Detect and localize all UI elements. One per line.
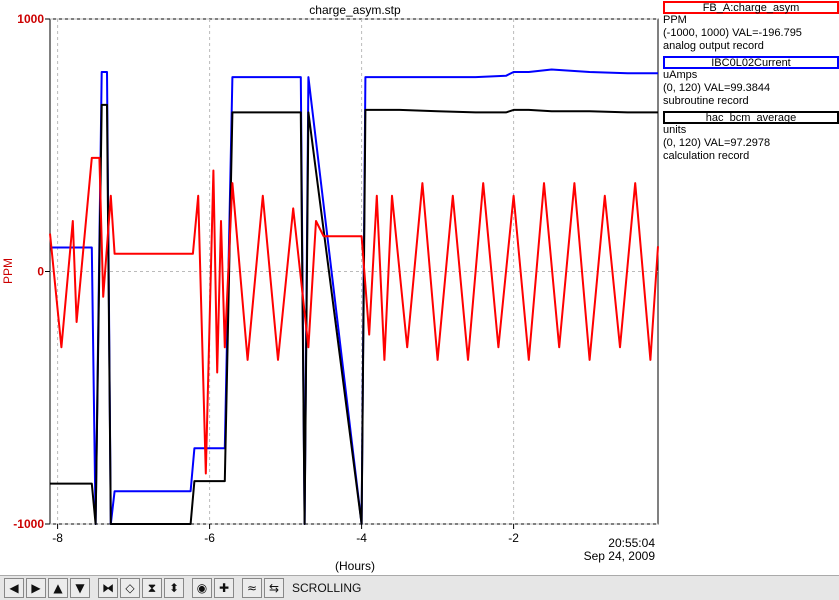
x-tick-label: -8 (52, 531, 63, 545)
pan-down-button[interactable]: ▼ (70, 578, 90, 598)
grid (50, 18, 658, 525)
zoom-out-x-button[interactable]: ◇ (120, 578, 140, 598)
toolbar: ◀ ▶ ▲ ▼ ⧓ ◇ ⧗ ⬍ ◉ ✚ ≈ ⇆ SCROLLING (0, 575, 839, 600)
x-tick-label: -4 (356, 531, 367, 545)
axes: -8 -6 -4 -2 -1000 0 1000 (13, 12, 519, 545)
series-line-ibc0l02current (50, 68, 658, 525)
legend-units-charge-asym: PPM (663, 14, 687, 26)
legend-type-charge-asym: analog output record (663, 40, 764, 52)
zoom-in-x-button[interactable]: ⧓ (98, 578, 118, 598)
scroll-status: SCROLLING (292, 581, 362, 595)
series-line-hac-bcm-average (50, 103, 658, 525)
x-tick-label: -2 (508, 531, 519, 545)
legend-range-ibc-current: (0, 120) VAL=99.3844 (663, 82, 771, 94)
style-button[interactable]: ≈ (242, 578, 262, 598)
y-tick-label: 1000 (17, 12, 44, 26)
pan-right-button[interactable]: ▶ (26, 578, 46, 598)
chart-title: charge_asym.stp (309, 3, 401, 17)
legend-title-ibc-current[interactable]: IBC0L02Current (663, 56, 839, 69)
reset-button[interactable]: ✚ (214, 578, 234, 598)
autoscale-button[interactable]: ◉ (192, 578, 212, 598)
date-label: Sep 24, 2009 (584, 549, 656, 563)
zoom-out-y-button[interactable]: ⬍ (164, 578, 184, 598)
x-tick-label: -6 (204, 531, 215, 545)
series-line-fb-a-charge-asym (49, 156, 659, 475)
y-axis-label: PPM (1, 258, 15, 284)
legend-units-ibc-current: uAmps (663, 69, 698, 81)
legend-entry-ibc-current[interactable]: IBC0L02Current uAmps (0, 120) VAL=99.384… (663, 56, 839, 108)
legend-type-ibc-current: subroutine record (663, 95, 749, 107)
legend-type-bcm-average: calculation record (663, 150, 750, 162)
legend-entry-bcm-average[interactable]: hac_bcm_average units (0, 120) VAL=97.29… (663, 111, 839, 163)
legend-range-bcm-average: (0, 120) VAL=97.2978 (663, 137, 771, 149)
pan-up-button[interactable]: ▲ (48, 578, 68, 598)
history-button[interactable]: ⇆ (264, 578, 284, 598)
zoom-in-y-button[interactable]: ⧗ (142, 578, 162, 598)
legend-range-charge-asym: (-1000, 1000) VAL=-196.795 (663, 27, 802, 39)
series-layer (49, 68, 659, 525)
legend-units-bcm-average: units (663, 124, 687, 136)
x-axis-label: (Hours) (335, 559, 375, 573)
y-tick-label: 0 (37, 265, 44, 279)
pan-left-button[interactable]: ◀ (4, 578, 24, 598)
legend-title-charge-asym[interactable]: FB_A:charge_asym (663, 1, 839, 14)
legend-title-bcm-average[interactable]: hac_bcm_average (663, 111, 839, 124)
time-label: 20:55:04 (608, 536, 655, 550)
y-tick-label: -1000 (13, 517, 44, 531)
legend-entry-charge-asym[interactable]: FB_A:charge_asym PPM (-1000, 1000) VAL=-… (663, 1, 839, 53)
strip-chart: charge_asym.stp -8 -6 -4 -2 -1000 0 1000 PPM (… (1, 3, 659, 573)
